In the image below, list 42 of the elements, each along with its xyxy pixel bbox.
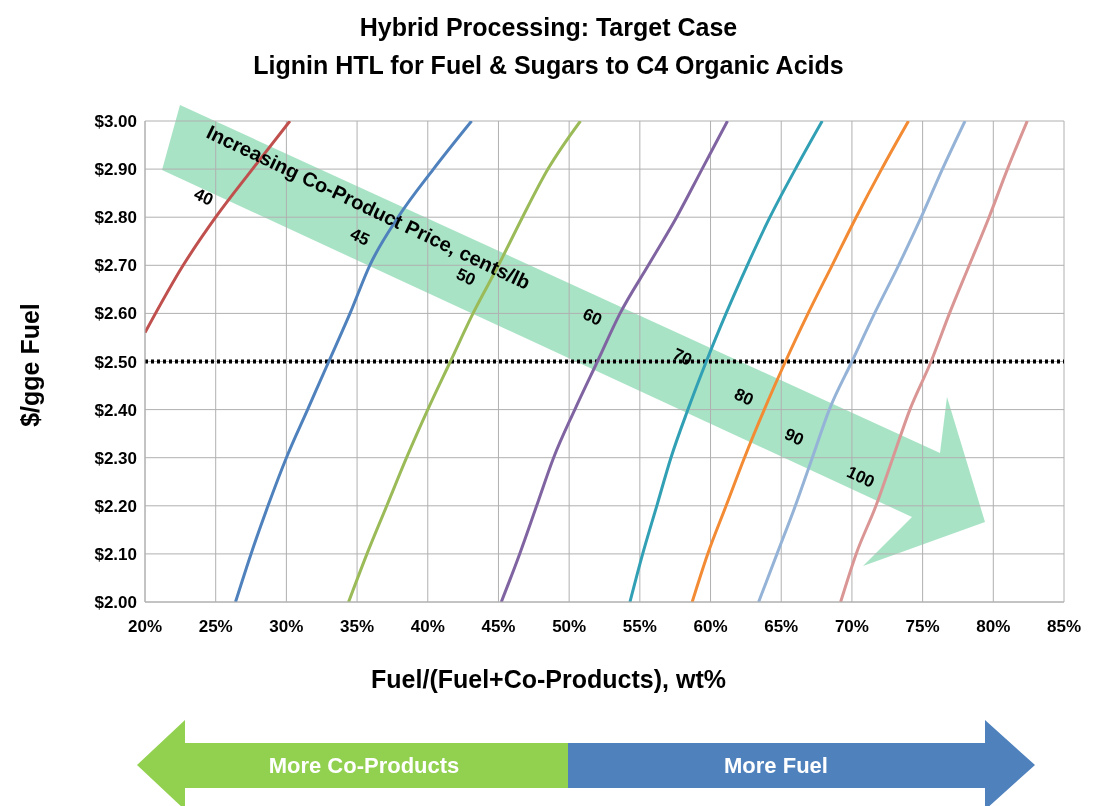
y-tick-label: $2.80 [94,208,137,228]
y-tick-label: $2.20 [94,496,137,516]
y-tick-label: $2.90 [94,160,137,180]
x-tick-label: 80% [976,617,1011,637]
text: 40 [191,184,217,210]
text: More Fuel [724,753,828,778]
y-tick-label: $2.50 [94,352,137,372]
x-tick-label: 85% [1046,617,1082,637]
chart-subtitle: Lignin HTL for Fuel & Sugars to C4 Organic Acids [252,50,845,81]
text: 45 [347,224,373,250]
x-tick-label: 35% [340,617,375,637]
x-tick-label: 55% [622,617,657,637]
x-tick-label: 75% [905,617,940,637]
x-axis-title: Fuel/(Fuel+Co-Products), wt% [370,665,727,694]
chart-title: Hybrid Processing: Target Case [358,12,739,43]
x-tick-label: 40% [410,617,445,637]
text: 80 [731,384,757,410]
y-tick-label: $2.00 [94,593,137,613]
line-series [690,121,910,602]
y-tick-label: $2.40 [94,400,137,420]
y-axis-title: $/gge Fuel [15,303,45,427]
line-series [839,121,1029,602]
line-series [757,121,967,602]
x-tick-label: 45% [481,617,516,637]
text: 60 [579,304,605,330]
x-tick-label: 50% [552,617,587,637]
x-tick-label: 70% [834,617,869,637]
x-tick-label: 25% [198,617,233,637]
x-tick-label: 65% [764,617,799,637]
x-tick-label: 20% [127,617,163,637]
text: More Co-Products [268,753,460,778]
text: 90 [781,424,807,450]
line-series [628,121,824,602]
y-tick-label: $3.00 [94,112,137,132]
y-tick-label: $2.70 [94,256,137,276]
y-tick-label: $2.30 [94,448,137,468]
y-tick-label: $2.60 [94,304,137,324]
x-tick-label: 60% [693,617,728,637]
y-tick-label: $2.10 [94,544,137,564]
x-tick-label: 30% [269,617,304,637]
text: 100 [843,462,878,492]
text: 70 [669,344,696,370]
